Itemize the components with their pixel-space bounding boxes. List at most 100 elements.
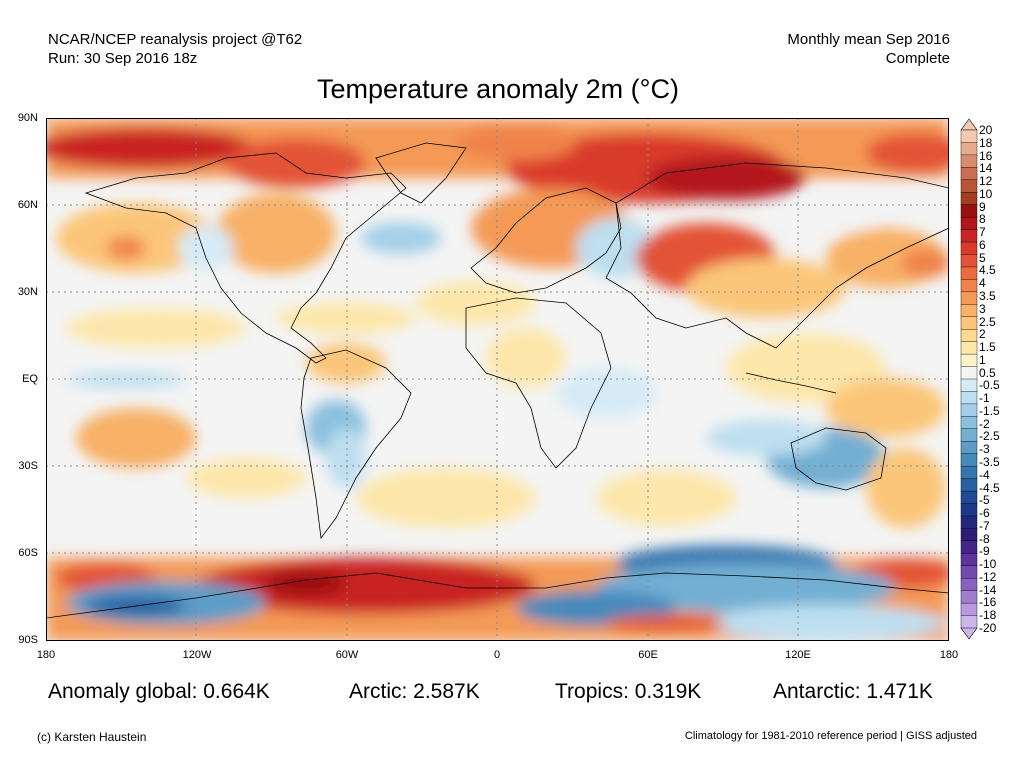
colorbar-swatch [960,192,978,206]
lon-label-120e: 120E [785,649,811,661]
colorbar-swatch [960,341,978,355]
stat-tropics: Tropics: 0.319K [555,680,702,703]
colorbar-swatch [960,615,978,629]
colorbar-swatch [960,540,978,554]
colorbar-label: 2.5 [979,314,996,329]
colorbar-label: -18 [979,608,997,623]
colorbar-label: -20 [979,621,997,635]
colorbar [960,118,978,640]
coastlines [46,142,949,619]
colorbar-label: -4 [979,467,990,482]
colorbar-swatch [960,241,978,256]
colorbar-max-arrow [960,118,978,131]
colorbar-label: 18 [979,135,993,150]
lon-label-0: 0 [493,649,501,661]
colorbar-swatch [960,378,978,392]
colorbar-label: 2 [979,327,986,342]
lat-label-90s: 90S [18,634,38,646]
colorbar-swatch [960,403,978,417]
colorbar-label: 12 [979,174,993,189]
colorbar-swatch [960,416,978,430]
colorbar-min-arrow [960,627,978,640]
colorbar-swatch [960,465,978,480]
colorbar-swatch [960,565,978,579]
colorbar-swatch [960,478,978,492]
colorbar-label: 8 [979,212,986,227]
colorbar-label: 3.5 [979,289,996,303]
run-label: Run: 30 Sep 2016 18z [48,50,198,67]
lon-label-60w: 60W [335,649,359,661]
colorbar-swatch [960,266,978,280]
colorbar-swatch [960,391,978,405]
colorbar-label: -7 [979,518,990,533]
credit-label: (c) Karsten Haustein [37,730,147,744]
stat-global: Anomaly global: 0.664K [48,680,270,703]
lat-label-90n: 90N [17,112,38,124]
colorbar-swatch [960,578,978,592]
stat-arctic: Arctic: 2.587K [349,680,480,703]
colorbar-swatch [960,328,978,343]
colorbar-label: 6 [979,237,986,252]
colorbar-label: 5 [979,250,986,265]
climatology-note: Climatology for 1981-2010 reference peri… [684,730,977,742]
colorbar-label: 1 [979,352,986,367]
colorbar-label: 4.5 [979,263,996,278]
anomaly-map [46,118,949,641]
colorbar-label: 10 [979,186,993,201]
lat-label-60s: 60S [18,547,38,559]
status-label: Complete [885,50,950,67]
colorbar-label: 0.5 [979,365,996,380]
colorbar-label: 9 [979,199,986,214]
colorbar-swatch [960,167,978,181]
colorbar-label: -12 [979,569,997,584]
lat-label-eq: EQ [22,373,38,385]
colorbar-label: -3 [979,442,990,457]
colorbar-label: -5 [979,493,990,508]
colorbar-swatch [960,503,978,517]
colorbar-label: -1.5 [979,403,1000,418]
lon-label-60e: 60E [638,649,658,661]
colorbar-swatch [960,179,978,193]
colorbar-label: -2 [979,416,990,431]
model-label: NCAR/NCEP reanalysis project @T62 [48,31,303,48]
colorbar-swatch [960,154,978,168]
colorbar-label: -4.5 [979,480,1000,495]
colorbar-label: 14 [979,161,993,176]
colorbar-swatch [960,602,978,617]
colorbar-label: -1 [979,391,990,406]
colorbar-swatch [960,528,978,542]
colorbar-label: -10 [979,557,997,572]
period-label: Monthly mean Sep 2016 [787,31,950,48]
colorbar-swatch [960,229,978,243]
lon-label-120w: 120W [182,649,212,661]
colorbar-swatch [960,304,978,318]
map-gridlines [46,118,949,641]
colorbar-swatch [960,254,978,268]
colorbar-label: 20 [979,123,993,137]
colorbar-label: 4 [979,276,986,291]
header-left: NCAR/NCEP reanalysis project @T62 Run: 3… [48,30,302,68]
colorbar-swatch [960,490,978,504]
lat-label-30s: 30S [18,460,38,472]
colorbar-label: 16 [979,148,993,163]
colorbar-swatch [960,353,978,368]
colorbar-label: -2.5 [979,429,1000,444]
colorbar-swatch [960,366,978,380]
map-frame [46,118,949,641]
map-canvas [46,118,949,641]
lon-label-180w: 180 [36,649,56,661]
colorbar-swatch [960,316,978,330]
colorbar-label: -14 [979,582,997,597]
colorbar-label: 3 [979,301,986,316]
lat-label-30n: 30N [17,286,38,298]
colorbar-label: -0.5 [979,378,1000,393]
colorbar-swatch [960,142,978,156]
anomaly-field [46,118,949,641]
lat-label-60n: 60N [17,199,38,211]
colorbar-swatch [960,553,978,567]
colorbar-label: 7 [979,225,986,240]
colorbar-swatch [960,129,978,143]
colorbar-label: -8 [979,531,990,546]
colorbar-label: 1.5 [979,340,996,355]
colorbar-swatch [960,291,978,305]
